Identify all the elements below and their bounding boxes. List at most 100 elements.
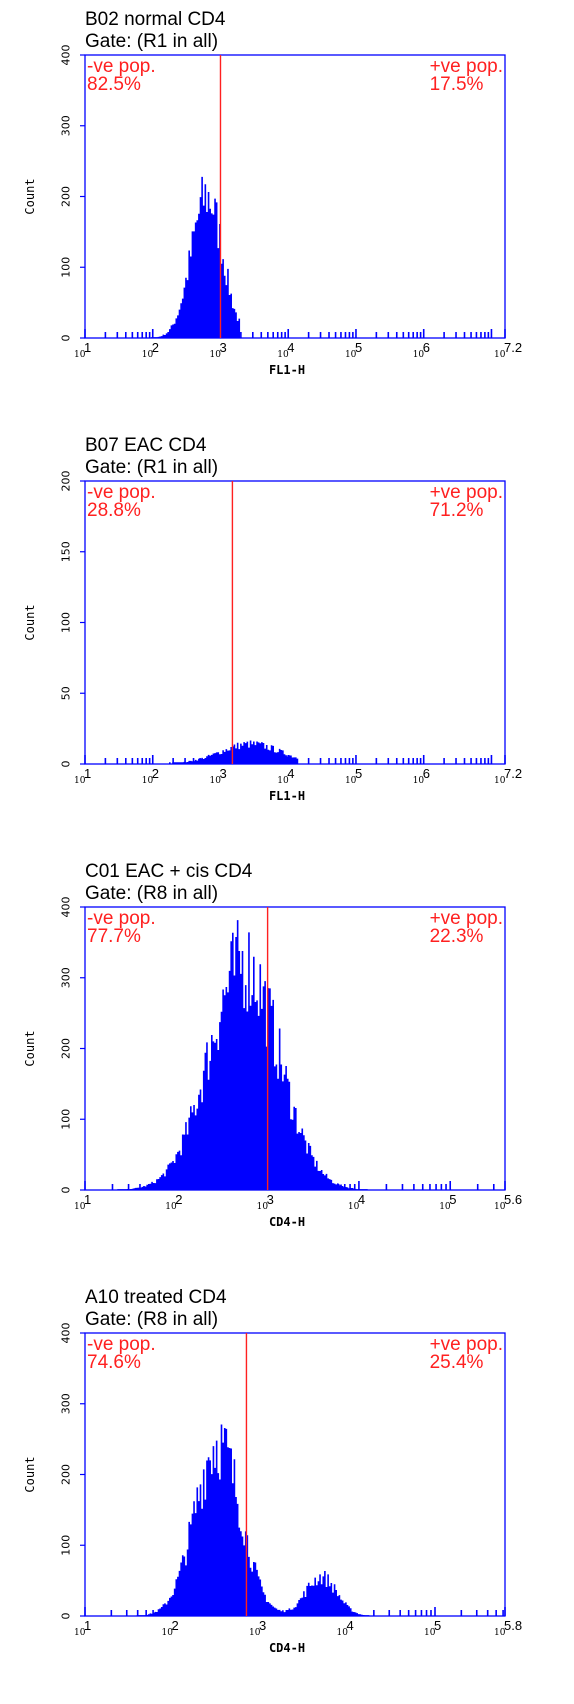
positive-population-percent: 71.2% xyxy=(430,500,484,521)
x-tick-label: 104 xyxy=(277,766,294,786)
y-axis-label: Count xyxy=(23,178,37,214)
y-tick-label: 400 xyxy=(60,1323,73,1344)
svg-text:1: 1 xyxy=(84,340,91,355)
positive-population-label: +ve pop. xyxy=(430,908,503,929)
svg-text:10: 10 xyxy=(162,1628,174,1638)
x-tick-label: 104 xyxy=(277,340,294,360)
svg-text:7.2: 7.2 xyxy=(504,340,522,355)
svg-text:5: 5 xyxy=(355,766,362,781)
positive-population-label: +ve pop. xyxy=(430,56,503,77)
svg-text:10: 10 xyxy=(277,776,289,786)
x-tick-label: 104 xyxy=(337,1618,354,1638)
x-tick-label: 105 xyxy=(345,340,362,360)
y-axis-label: Count xyxy=(23,1030,37,1066)
positive-population-percent: 25.4% xyxy=(430,1352,484,1373)
svg-text:10: 10 xyxy=(277,350,289,360)
svg-text:10: 10 xyxy=(74,350,86,360)
svg-text:10: 10 xyxy=(142,350,154,360)
histogram-area xyxy=(85,920,505,1190)
svg-text:10: 10 xyxy=(439,1202,451,1212)
x-axis-label: FL1-H xyxy=(269,789,305,803)
x-tick-label: 101 xyxy=(74,766,91,786)
svg-text:2: 2 xyxy=(172,1618,179,1633)
svg-text:10: 10 xyxy=(345,350,357,360)
chart-subtitle: Gate: (R1 in all) xyxy=(85,457,218,478)
y-tick-label: 100 xyxy=(60,1535,73,1556)
x-axis-label: FL1-H xyxy=(269,363,305,377)
x-tick-label: 101 xyxy=(74,1618,91,1638)
x-tick-label: 102 xyxy=(165,1192,182,1212)
svg-text:10: 10 xyxy=(494,1202,506,1212)
x-tick-label: 103 xyxy=(257,1192,274,1212)
histogram-panel-4: A10 treated CD4 Gate: (R8 in all) 0 100 200 3… xyxy=(0,1278,574,1704)
y-tick-label: 200 xyxy=(60,1038,73,1059)
x-tick-label: 106 xyxy=(413,766,430,786)
chart-subtitle: Gate: (R8 in all) xyxy=(85,1309,218,1330)
svg-text:10: 10 xyxy=(74,1628,86,1638)
negative-population-percent: 28.8% xyxy=(87,500,141,521)
svg-text:2: 2 xyxy=(152,766,159,781)
y-tick-label: 200 xyxy=(60,1464,73,1485)
x-axis-label: CD4-H xyxy=(269,1641,305,1655)
x-tick-label: 107.2 xyxy=(494,766,522,786)
histogram-panel-1: B02 normal CD4 Gate: (R1 in all) 0 100 200 30… xyxy=(0,0,574,426)
svg-text:10: 10 xyxy=(348,1202,360,1212)
histogram-area xyxy=(85,176,505,338)
x-tick-label: 101 xyxy=(74,340,91,360)
negative-population-label: -ve pop. xyxy=(87,482,156,503)
plot-frame xyxy=(84,54,506,339)
svg-text:2: 2 xyxy=(152,340,159,355)
y-axis-label: Count xyxy=(23,604,37,640)
svg-text:10: 10 xyxy=(494,776,506,786)
y-tick-label: 0 xyxy=(60,335,73,342)
x-tick-label: 103 xyxy=(249,1618,266,1638)
negative-population-percent: 77.7% xyxy=(87,926,141,947)
svg-text:3: 3 xyxy=(219,340,226,355)
x-tick-label: 103 xyxy=(209,340,226,360)
svg-text:5: 5 xyxy=(355,340,362,355)
svg-text:4: 4 xyxy=(287,766,294,781)
y-tick-label: 200 xyxy=(60,471,73,492)
svg-text:5.6: 5.6 xyxy=(504,1192,522,1207)
histogram-area xyxy=(85,1424,505,1616)
svg-text:4: 4 xyxy=(358,1192,365,1207)
y-tick-label: 100 xyxy=(60,1109,73,1130)
positive-population-percent: 17.5% xyxy=(430,74,484,95)
svg-text:6: 6 xyxy=(423,340,430,355)
svg-text:4: 4 xyxy=(347,1618,354,1633)
svg-text:10: 10 xyxy=(337,1628,349,1638)
positive-population-percent: 22.3% xyxy=(430,926,484,947)
x-tick-label: 102 xyxy=(142,340,159,360)
y-tick-label: 200 xyxy=(60,186,73,207)
positive-population-label: +ve pop. xyxy=(430,1334,503,1355)
svg-text:10: 10 xyxy=(74,776,86,786)
svg-text:3: 3 xyxy=(219,766,226,781)
chart-subtitle: Gate: (R8 in all) xyxy=(85,883,218,904)
x-tick-label: 107.2 xyxy=(494,340,522,360)
y-tick-label: 400 xyxy=(60,897,73,918)
svg-text:10: 10 xyxy=(413,776,425,786)
x-tick-label: 102 xyxy=(142,766,159,786)
negative-population-label: -ve pop. xyxy=(87,56,156,77)
svg-text:10: 10 xyxy=(209,776,221,786)
svg-text:10: 10 xyxy=(424,1628,436,1638)
negative-population-label: -ve pop. xyxy=(87,1334,156,1355)
y-tick-label: 300 xyxy=(60,115,73,136)
svg-text:3: 3 xyxy=(267,1192,274,1207)
y-tick-label: 100 xyxy=(60,612,73,633)
negative-population-label: -ve pop. xyxy=(87,908,156,929)
svg-text:10: 10 xyxy=(345,776,357,786)
y-tick-label: 0 xyxy=(60,1613,73,1620)
x-tick-label: 105.6 xyxy=(494,1192,522,1212)
svg-text:10: 10 xyxy=(494,1628,506,1638)
svg-text:10: 10 xyxy=(494,350,506,360)
svg-text:10: 10 xyxy=(209,350,221,360)
svg-text:1: 1 xyxy=(84,766,91,781)
svg-text:5: 5 xyxy=(449,1192,456,1207)
y-tick-label: 100 xyxy=(60,257,73,278)
histogram-panel-2: B07 EAC CD4 Gate: (R1 in all) 0 50 100 150 200… xyxy=(0,426,574,852)
